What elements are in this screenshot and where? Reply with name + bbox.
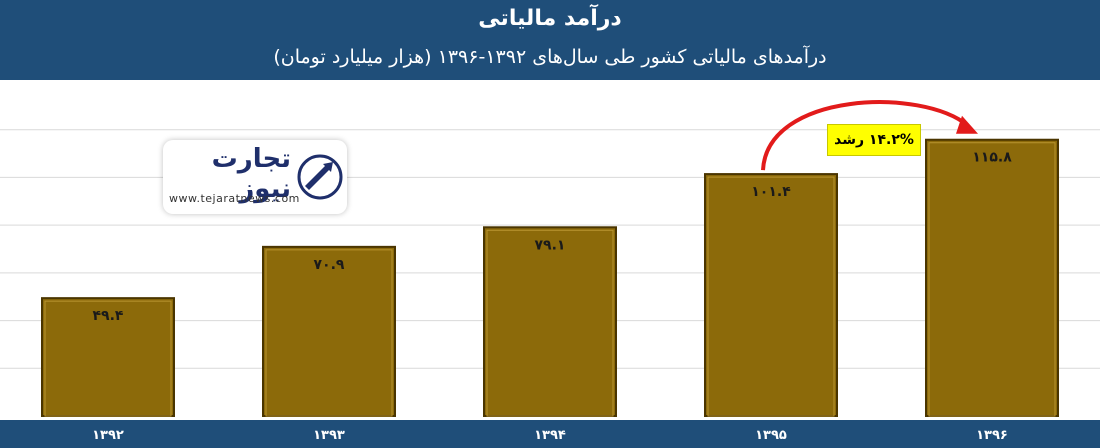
tejaratnews-logo: تجارت نیوز www.tejaratnews.com (163, 140, 347, 214)
bar-value-label: ۷۰.۹ (314, 257, 345, 273)
x-axis-band (0, 420, 1100, 448)
x-tick-label: ۱۳۹۲ (92, 428, 124, 443)
growth-arrow-head (956, 115, 978, 134)
bar (262, 245, 396, 417)
x-tick-label: ۱۳۹۴ (534, 428, 566, 443)
bar (483, 226, 617, 417)
chart-subtitle: درآمدهای مالیاتی کشور طی سال‌های ۱۳۹۲-۱۳… (273, 46, 827, 68)
bar-bevel (486, 229, 614, 417)
bar (41, 297, 175, 418)
bar-bevel (265, 249, 393, 417)
x-tick-label: ۱۳۹۳ (313, 428, 345, 443)
bar-value-label: ۱۰۱.۴ (751, 184, 791, 200)
bar-bevel (44, 300, 172, 417)
bar-bevel (928, 142, 1056, 417)
x-tick-label: ۱۳۹۶ (976, 428, 1008, 443)
growth-arrow (761, 100, 970, 171)
bar (925, 138, 1059, 417)
logo-brand-text: تجارت نیوز (211, 144, 291, 204)
chart-header: درآمد مالیاتی درآمدهای مالیاتی کشور طی س… (0, 0, 1100, 80)
bar-value-label: ۷۹.۱ (535, 237, 566, 253)
growth-annotation: ۱۴.۲% رشد (827, 124, 921, 156)
bar-bevel (707, 176, 835, 417)
logo-mark-icon (297, 154, 343, 200)
bar-value-label: ۱۱۵.۸ (972, 150, 1012, 166)
bar-value-label: ۴۹.۴ (93, 308, 124, 324)
chart-title: درآمد مالیاتی (478, 6, 622, 31)
x-tick-label: ۱۳۹۵ (755, 428, 787, 443)
logo-url-text: www.tejaratnews.com (169, 192, 300, 205)
bar (704, 173, 838, 417)
